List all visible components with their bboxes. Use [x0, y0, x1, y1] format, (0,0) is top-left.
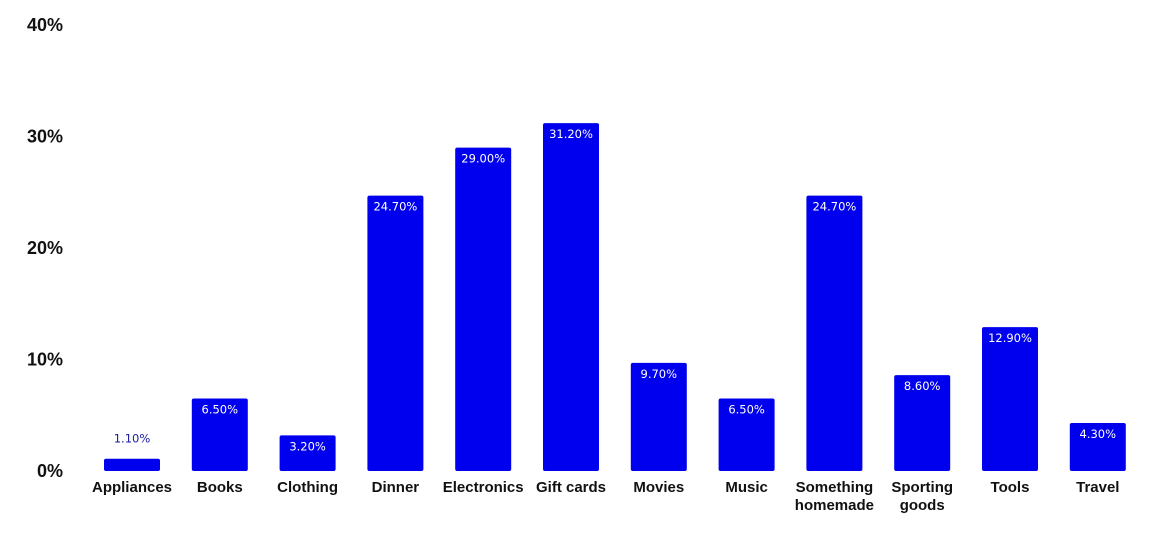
x-tick-label: Movies: [633, 479, 684, 496]
bar: [718, 398, 775, 471]
x-tick-label: Books: [197, 479, 243, 496]
bar: [543, 123, 599, 472]
data-label: 9.70%: [641, 367, 678, 381]
x-tick-label: Dinner: [372, 479, 420, 496]
x-tick-label: Electronics: [443, 479, 524, 496]
data-label: 6.50%: [202, 403, 239, 417]
bar: [894, 375, 951, 471]
data-label: 8.60%: [904, 379, 941, 393]
data-label: 4.30%: [1080, 427, 1117, 441]
x-tick-label: Music: [725, 479, 768, 496]
data-label: 24.70%: [812, 200, 856, 214]
data-label: 29.00%: [461, 152, 505, 166]
y-tick-label: 40%: [27, 15, 63, 35]
y-tick-label: 0%: [37, 461, 63, 481]
y-tick-label: 20%: [27, 238, 63, 258]
data-label: 1.10%: [114, 432, 151, 446]
bar: [279, 435, 336, 471]
x-tick-label: Sporting goods: [891, 479, 953, 514]
data-label: 3.20%: [289, 439, 326, 453]
bar: [630, 362, 687, 471]
bar: [191, 398, 248, 471]
y-tick-label: 10%: [27, 350, 63, 370]
data-label: 24.70%: [373, 200, 417, 214]
data-label: 31.20%: [549, 127, 593, 141]
bar: [104, 458, 160, 471]
bar: [806, 195, 863, 471]
data-label: 12.90%: [988, 331, 1032, 345]
bar: [982, 327, 1038, 471]
x-tick-label: Something homemade: [795, 479, 874, 514]
x-tick-label: Clothing: [277, 479, 338, 496]
bar: [1069, 423, 1126, 471]
x-tick-label: Gift cards: [536, 479, 606, 496]
data-label: 6.50%: [728, 403, 765, 417]
x-tick-label: Tools: [991, 479, 1030, 496]
x-tick-label: Appliances: [92, 479, 172, 496]
bar: [367, 195, 424, 471]
y-tick-label: 30%: [27, 127, 63, 147]
x-tick-label: Travel: [1076, 479, 1119, 496]
bar: [455, 147, 512, 471]
